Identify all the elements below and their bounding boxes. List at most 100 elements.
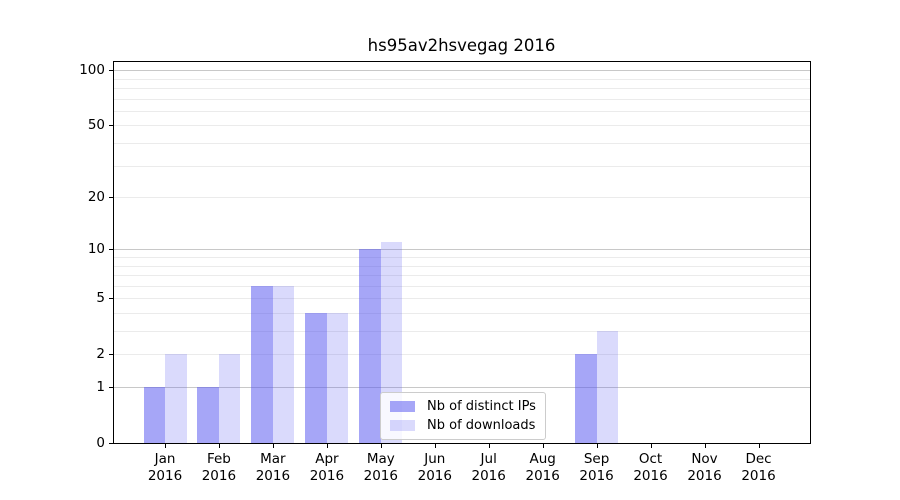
xtick-month: Jun [424,451,446,467]
gridline-major [113,387,810,388]
gridline-minor [113,165,810,167]
gridline-minor [113,197,810,198]
bar-downloads [596,331,619,443]
xtick-year: 2016 [633,467,668,484]
chart-title: hs95av2hsvegag 2016 [367,36,556,55]
spine-right [810,61,811,444]
ytick-mark [109,443,113,444]
xtick-month: Apr [315,451,339,467]
xtick-month: Oct [638,451,663,467]
gridline-minor [113,285,810,287]
xtick-month: Dec [745,451,772,467]
xtick-year: 2016 [363,467,398,484]
spine-left [113,61,114,444]
legend-item-downloads: Nb of downloads [390,416,536,435]
xtick-year: 2016 [525,467,560,484]
xtick-mark [434,444,436,448]
bar-distinct-ips [575,354,597,443]
xtick-month: Sep [583,451,610,467]
ytick-mark [109,197,113,198]
xtick-mark [380,444,382,448]
legend: Nb of distinct IPs Nb of downloads [380,392,546,440]
xtick-month: Jul [480,451,497,467]
gridline-minor [113,87,810,89]
xtick-label: May 2016 [351,451,411,484]
xtick-label: Jun 2016 [405,451,465,484]
bar-downloads [326,312,349,443]
xtick-month: Jan [154,451,176,467]
xtick-label: Apr 2016 [297,451,357,484]
gridline-minor [113,265,810,267]
gridline-minor [113,354,810,356]
xtick-month: Nov [691,451,718,467]
xtick-month: Feb [206,451,231,467]
xtick-mark [165,444,166,448]
gridline-minor [113,312,810,314]
xtick-year: 2016 [147,467,183,484]
xtick-label: Jul 2016 [459,451,519,484]
bar-downloads [218,354,241,443]
xtick-year: 2016 [579,467,614,484]
xtick-mark [650,444,652,448]
xtick-year: 2016 [255,467,291,484]
gridline-major [113,70,810,72]
gridline-minor [113,275,810,276]
ytick-mark [109,249,113,251]
ytick-label: 100 [79,62,105,79]
ytick-label: 5 [96,290,105,307]
xtick-mark [326,444,328,448]
spine-top [113,61,811,62]
xtick-label: Mar 2016 [243,451,303,484]
xtick-label: Nov 2016 [675,451,735,484]
legend-item-distinct-ips: Nb of distinct IPs [390,397,536,416]
xtick-mark [272,444,274,448]
gridline-minor [113,331,810,332]
legend-swatch-distinct-ips [390,401,415,412]
legend-label-downloads: Nb of downloads [427,418,536,433]
gridline-minor [113,98,810,100]
bar-distinct-ips [305,312,327,443]
xtick-mark [542,444,544,448]
xtick-label: Oct 2016 [621,451,681,484]
xtick-mark [488,444,490,448]
xtick-mark [704,444,706,448]
xtick-mark [596,444,598,448]
ytick-label: 10 [87,241,105,258]
bar-distinct-ips [143,387,165,443]
bar-downloads [165,354,187,443]
xtick-mark [758,444,760,448]
xtick-year: 2016 [687,467,722,484]
xtick-month: May [366,451,395,467]
gridline-minor [113,142,810,144]
ytick-mark [109,70,113,72]
xtick-label: Aug 2016 [513,451,573,484]
xtick-year: 2016 [417,467,452,484]
ytick-mark [109,387,113,388]
ytick-label: 2 [96,346,105,363]
xtick-year: 2016 [471,467,506,484]
xtick-year: 2016 [309,467,345,484]
bar-downloads [272,285,295,443]
ytick-label: 20 [87,189,105,205]
ytick-mark [109,125,113,127]
bar-distinct-ips [197,387,219,443]
xtick-label: Feb 2016 [189,451,249,484]
ytick-label: 1 [96,379,105,395]
ytick-label: 50 [87,117,105,134]
xtick-label: Jan 2016 [135,451,195,484]
ytick-mark [109,354,113,356]
xtick-year: 2016 [741,467,776,484]
spine-bottom [113,443,811,444]
ytick-mark [109,298,113,300]
ytick-label: 0 [96,435,105,451]
gridline-minor [113,298,810,300]
bar-distinct-ips [359,249,381,443]
xtick-label: Sep 2016 [567,451,627,484]
gridline-minor [113,125,810,127]
gridline-minor [113,256,810,258]
xtick-label: Dec 2016 [729,451,789,484]
xtick-mark [218,444,220,448]
xtick-month: Aug [529,451,556,467]
bar-distinct-ips [251,285,273,443]
